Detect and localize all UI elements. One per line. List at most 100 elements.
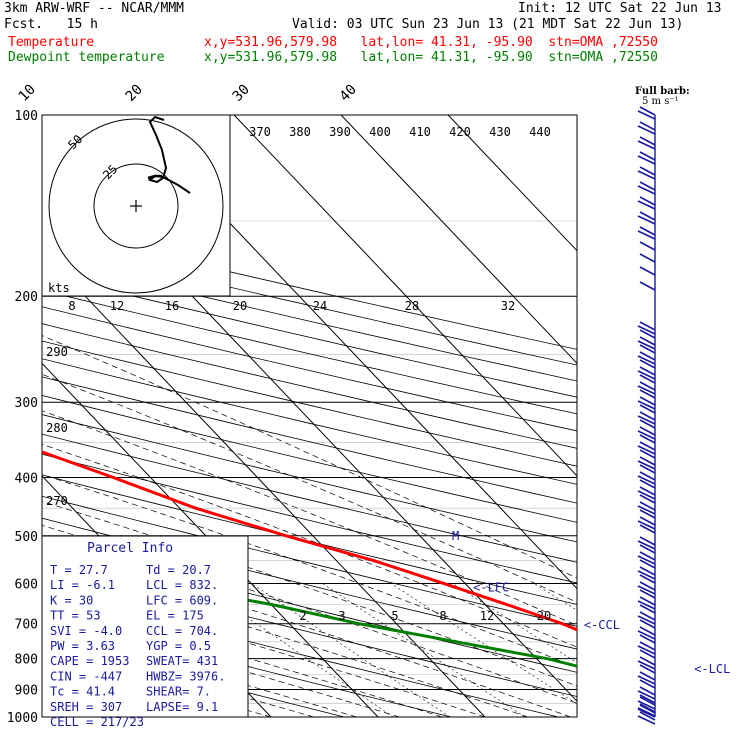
wind-barb	[637, 445, 656, 455]
dry-adiabat	[42, 340, 577, 467]
model-title: 3km ARW-WRF -- NCAR/MMM	[4, 1, 185, 16]
parcel-info-row-left: CELL = 217/23	[50, 715, 144, 729]
moist-adiabat	[42, 410, 577, 626]
valid-time: Valid: 03 UTC Sun 23 Jun 13 (21 MDT Sat …	[292, 17, 684, 32]
wind-barb	[637, 708, 656, 718]
legend-temperature-info: x,y=531.96,579.98 lat,lon= 41.31, -95.90…	[204, 35, 658, 50]
wind-barb	[639, 136, 656, 146]
wind-barb	[639, 166, 656, 176]
pressure-label: 300	[15, 396, 38, 411]
sounding-header: 3km ARW-WRF -- NCAR/MMM Init: 12 UTC Sat…	[0, 0, 740, 70]
wind-barb	[639, 344, 656, 354]
speed-scale-label: 8	[68, 299, 75, 313]
wind-barb	[639, 266, 656, 276]
dry-adiabat	[42, 453, 577, 584]
wind-barb	[639, 619, 656, 629]
wind-barb	[637, 675, 656, 685]
wind-barb	[637, 355, 656, 365]
parcel-info-row-right: LCL = 832.	[146, 578, 218, 592]
wind-barb	[639, 711, 656, 721]
wind-barb	[639, 656, 656, 666]
wind-barb	[639, 536, 656, 546]
wind-barb	[637, 555, 656, 565]
wind-barb	[639, 704, 656, 714]
theta-e-label: 430	[489, 125, 511, 139]
wind-barb	[637, 185, 656, 195]
barb-key-value: 5 m s⁻¹	[642, 96, 679, 107]
hodograph-ring-50	[48, 118, 224, 294]
wind-barbs	[637, 106, 656, 725]
wind-barb	[639, 696, 656, 706]
wind-barb	[637, 325, 656, 335]
wind-barb	[639, 329, 656, 339]
wind-barb	[639, 241, 656, 251]
parcel-info-row-right: LAPSE= 9.1	[146, 700, 218, 714]
wind-barb	[639, 449, 656, 459]
wind-barb	[639, 581, 656, 591]
hodograph-trace	[147, 174, 162, 180]
theta-e-label: 410	[409, 125, 431, 139]
wind-barb	[637, 385, 656, 395]
wind-barb	[639, 589, 656, 599]
pressure-label: 900	[15, 683, 38, 698]
wind-barb	[639, 366, 656, 376]
barb-key-title: Full barb:	[635, 86, 690, 97]
dry-adiabat	[42, 495, 577, 627]
plot-frame	[41, 114, 578, 718]
legend-dewpoint-label: Dewpoint temperature	[8, 50, 165, 65]
parcel-info-title: Parcel Info	[87, 541, 173, 556]
wind-barb	[639, 426, 656, 436]
level-marker: M	[452, 529, 459, 543]
parcel-info-row-right: HWBZ= 3976.	[146, 669, 225, 683]
init-time: Init: 12 UTC Sat 22 Jun 13	[518, 1, 722, 16]
wind-barb	[637, 140, 656, 150]
pressure-label: 700	[15, 618, 38, 633]
speed-scale-label: 24	[313, 299, 327, 313]
mixing-ratio-line	[251, 583, 451, 717]
mixing-ratio-label: 2	[299, 609, 306, 623]
dry-adiabat	[42, 474, 577, 605]
dry-adiabat	[42, 587, 559, 717]
wind-barb	[637, 415, 656, 425]
wind-barb	[637, 230, 656, 240]
wind-barb	[639, 351, 656, 361]
level-marker: <-LFC	[473, 580, 509, 594]
wind-barb	[639, 479, 656, 489]
speed-scale-label: 28	[405, 299, 419, 313]
wind-barb	[639, 121, 656, 131]
wind-barb	[639, 566, 656, 576]
wind-barb	[637, 125, 656, 135]
wind-barb	[639, 471, 656, 481]
speed-scale-label: 20	[233, 299, 247, 313]
isotherm	[447, 115, 577, 252]
wind-barb	[639, 396, 656, 406]
parcel-info-row-left: K = 30	[50, 593, 93, 607]
wind-barb	[637, 645, 656, 655]
wind-barb	[639, 551, 656, 561]
wind-barb	[637, 110, 656, 120]
wind-barb	[639, 404, 656, 414]
theta-e-label: 390	[329, 125, 351, 139]
parcel-info-row-left: SVI = -4.0	[50, 624, 122, 638]
level-marker: <-LCL	[694, 662, 730, 676]
grid-layer	[42, 115, 577, 717]
isotherm-label: 10	[16, 82, 39, 105]
hodograph-trace	[147, 115, 191, 194]
wind-barb	[637, 690, 656, 700]
level-marker: <-CCL	[584, 618, 620, 632]
wind-barb	[637, 540, 656, 550]
mixing-ratio-line	[452, 583, 577, 664]
wind-barb	[639, 649, 656, 659]
speed-scale-label: 12	[110, 299, 124, 313]
wind-barb	[637, 155, 656, 165]
parcel-info-row-right: CCL = 704.	[146, 624, 218, 638]
isotherm-label: 30	[230, 82, 253, 105]
wind-barb	[639, 211, 656, 221]
mixing-ratio-label: 5	[391, 609, 398, 623]
wind-barb	[637, 215, 656, 225]
dry-adiabat	[42, 433, 577, 563]
dry-adiabat	[42, 563, 577, 697]
pressure-label: 600	[15, 577, 38, 592]
parcel-info-row-left: CAPE = 1953	[50, 654, 129, 668]
